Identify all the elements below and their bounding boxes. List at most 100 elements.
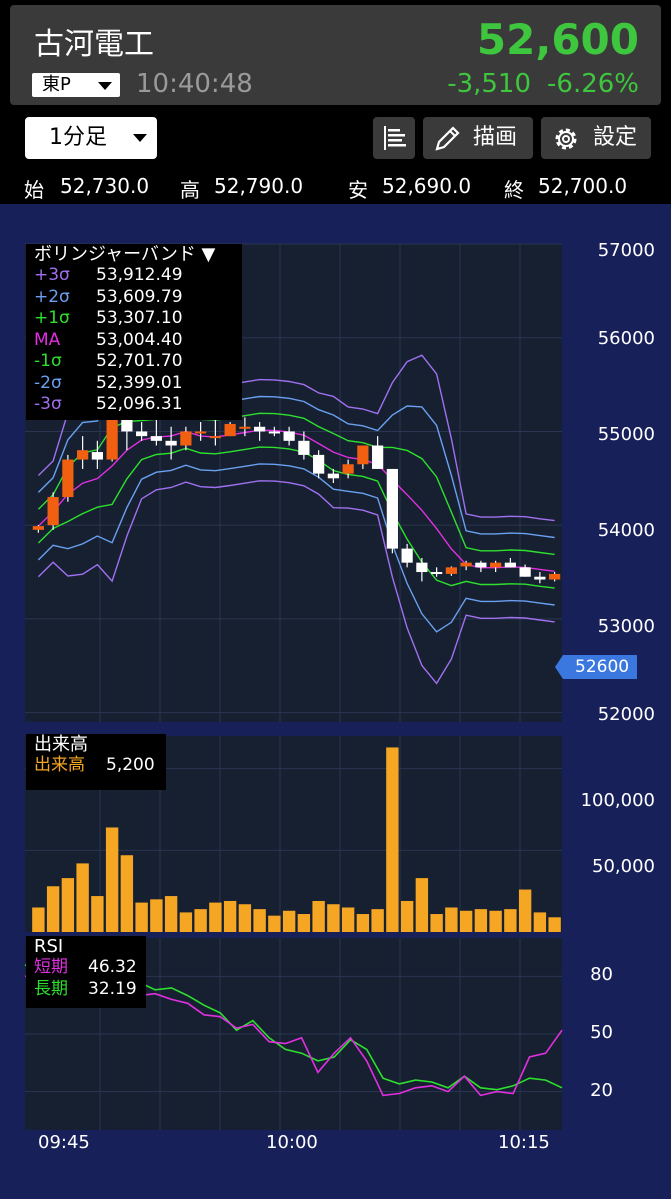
candle: [150, 436, 162, 441]
volume-bar: [164, 896, 178, 932]
time-tick: 09:45: [38, 1132, 90, 1153]
caret-down-icon: [133, 134, 147, 142]
candle: [224, 423, 236, 437]
volume-bar: [209, 902, 222, 932]
candle: [490, 562, 502, 568]
quote-header: 古河電工 52,600 東P 10:40:48 -3,510 -6.26%: [10, 5, 661, 105]
volume-bar: [327, 904, 340, 932]
rsi-short-row: 短期 46.32: [34, 957, 146, 979]
candle: [327, 473, 339, 479]
bollinger-band-name: +3σ: [34, 265, 70, 285]
candle: [165, 440, 177, 446]
close-label: 終: [504, 178, 524, 202]
bollinger-band-name: -3σ: [34, 394, 62, 414]
volume-value: 5,200: [106, 755, 155, 775]
draw-label: 描画: [473, 125, 518, 150]
bollinger-legend[interactable]: ボリンジャーバンド ▼ +3σ 53,912.49 +2σ 53,609.79 +1σ 5…: [26, 244, 242, 420]
candle: [401, 548, 413, 563]
rsi-long-row: 長期 32.19: [34, 979, 146, 1001]
rsi-legend[interactable]: RSI 短期 46.32 長期 32.19: [26, 936, 146, 1008]
rsi-tick: 80: [590, 964, 613, 985]
candle: [106, 403, 118, 460]
candle: [519, 567, 531, 577]
volume-legend[interactable]: 出来高 出来高 5,200: [26, 734, 166, 790]
bollinger-band-value: 53,307.10: [96, 308, 183, 328]
market-label: 東P: [42, 74, 71, 95]
candle: [121, 412, 133, 432]
volume-bar: [518, 889, 532, 932]
quote-time: 10:40:48: [136, 69, 253, 99]
candle: [47, 497, 59, 526]
candle: [504, 562, 516, 568]
volume-bar: [341, 907, 355, 932]
volume-bar: [533, 912, 547, 932]
change-percent: -6.26%: [547, 69, 639, 99]
volume-bar: [105, 827, 119, 932]
volume-bar: [179, 912, 193, 932]
gear-icon: [555, 128, 577, 150]
change-value: -3,510: [447, 69, 532, 99]
bollinger-row: +3σ 53,912.49: [34, 265, 242, 287]
rsi-short-value: 46.32: [88, 957, 137, 977]
volume-bar: [548, 917, 561, 932]
time-tick: 10:00: [266, 1132, 318, 1153]
interval-label: 1分足: [49, 125, 107, 150]
volume-bar: [504, 909, 517, 932]
volume-bar: [297, 914, 311, 932]
ohlc-bar: 始 52,730.0 高 52,790.0 安 52,690.0 終 52,70…: [0, 172, 671, 204]
interval-select[interactable]: 1分足: [25, 117, 157, 159]
bollinger-band-value: 53,912.49: [96, 265, 183, 285]
candle: [475, 562, 487, 568]
bollinger-row: -1σ 52,701.70: [34, 351, 242, 373]
candle: [136, 431, 148, 437]
list-button[interactable]: [373, 117, 415, 159]
bollinger-title[interactable]: ボリンジャーバンド ▼: [34, 244, 216, 265]
volume-tick: 50,000: [592, 856, 655, 877]
bollinger-band-line: [37, 480, 555, 685]
candle: [342, 464, 354, 474]
volume-bar: [223, 900, 237, 932]
candle: [549, 573, 561, 580]
bollinger-band-value: 53,004.40: [96, 329, 183, 350]
bollinger-band-name: MA: [34, 329, 61, 350]
price-tick: 55000: [597, 424, 655, 445]
candle: [91, 452, 103, 460]
candle: [416, 562, 428, 573]
candle: [372, 445, 384, 469]
draw-button[interactable]: 描画: [423, 117, 533, 159]
volume-bar: [268, 915, 281, 932]
bollinger-band-name: +1σ: [34, 308, 70, 328]
bollinger-row: +1σ 53,307.10: [34, 308, 242, 330]
bollinger-band-value: 52,701.70: [96, 351, 183, 371]
volume-bar: [253, 909, 266, 932]
volume-bar: [46, 886, 60, 932]
candle: [209, 436, 221, 439]
volume-bar: [474, 909, 488, 932]
market-select[interactable]: 東P: [32, 73, 120, 97]
candle: [195, 431, 207, 434]
volume-bar: [445, 907, 458, 932]
volume-bar: [415, 878, 429, 932]
price-tick: 52000: [597, 704, 655, 725]
candle: [386, 468, 398, 549]
rsi-long-name: 長期: [34, 979, 68, 999]
price-tick: 57000: [597, 240, 655, 261]
candle: [180, 431, 192, 446]
volume-bar: [76, 863, 89, 932]
candle: [298, 440, 310, 455]
candle: [460, 562, 472, 567]
volume-bar: [91, 896, 104, 932]
rsi-title: RSI: [34, 936, 64, 957]
pencil-icon: [435, 126, 460, 151]
bollinger-band-line: [37, 463, 555, 633]
chart-area[interactable]: ボリンジャーバンド ▼ +3σ 53,912.49 +2σ 53,609.79 +1σ 5…: [0, 204, 671, 1199]
settings-button[interactable]: 設定: [541, 117, 651, 159]
candle: [239, 426, 251, 429]
volume-bar: [489, 910, 502, 932]
candle: [431, 572, 443, 575]
current-price-tag: 52600: [555, 655, 637, 679]
rsi-short-name: 短期: [34, 957, 68, 977]
open-label: 始: [24, 178, 44, 202]
price-change: -3,510 -6.26%: [431, 69, 639, 99]
volume-bar: [238, 904, 252, 932]
